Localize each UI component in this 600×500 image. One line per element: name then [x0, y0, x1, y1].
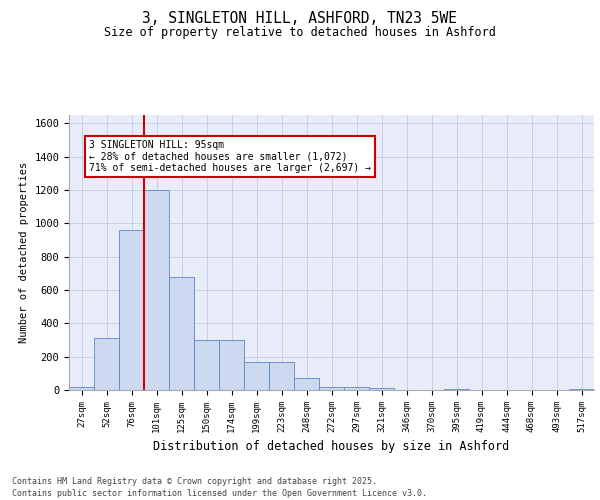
Bar [444, 389, 469, 390]
Text: 3 SINGLETON HILL: 95sqm
← 28% of detached houses are smaller (1,072)
71% of semi: 3 SINGLETON HILL: 95sqm ← 28% of detache… [89, 140, 371, 173]
Bar [569, 389, 594, 390]
Bar [194, 340, 219, 390]
Bar [219, 340, 244, 390]
X-axis label: Distribution of detached houses by size in Ashford: Distribution of detached houses by size … [154, 440, 509, 454]
Bar [69, 386, 94, 390]
Text: Contains public sector information licensed under the Open Government Licence v3: Contains public sector information licen… [12, 489, 427, 498]
Bar [344, 386, 369, 390]
Bar [169, 276, 194, 390]
Bar [119, 230, 144, 390]
Bar [144, 190, 169, 390]
Y-axis label: Number of detached properties: Number of detached properties [19, 162, 29, 343]
Bar [94, 338, 119, 390]
Text: 3, SINGLETON HILL, ASHFORD, TN23 5WE: 3, SINGLETON HILL, ASHFORD, TN23 5WE [143, 11, 458, 26]
Bar [294, 378, 319, 390]
Bar [244, 362, 269, 390]
Text: Contains HM Land Registry data © Crown copyright and database right 2025.: Contains HM Land Registry data © Crown c… [12, 478, 377, 486]
Text: Size of property relative to detached houses in Ashford: Size of property relative to detached ho… [104, 26, 496, 39]
Bar [319, 386, 344, 390]
Bar [369, 388, 394, 390]
Bar [269, 362, 294, 390]
